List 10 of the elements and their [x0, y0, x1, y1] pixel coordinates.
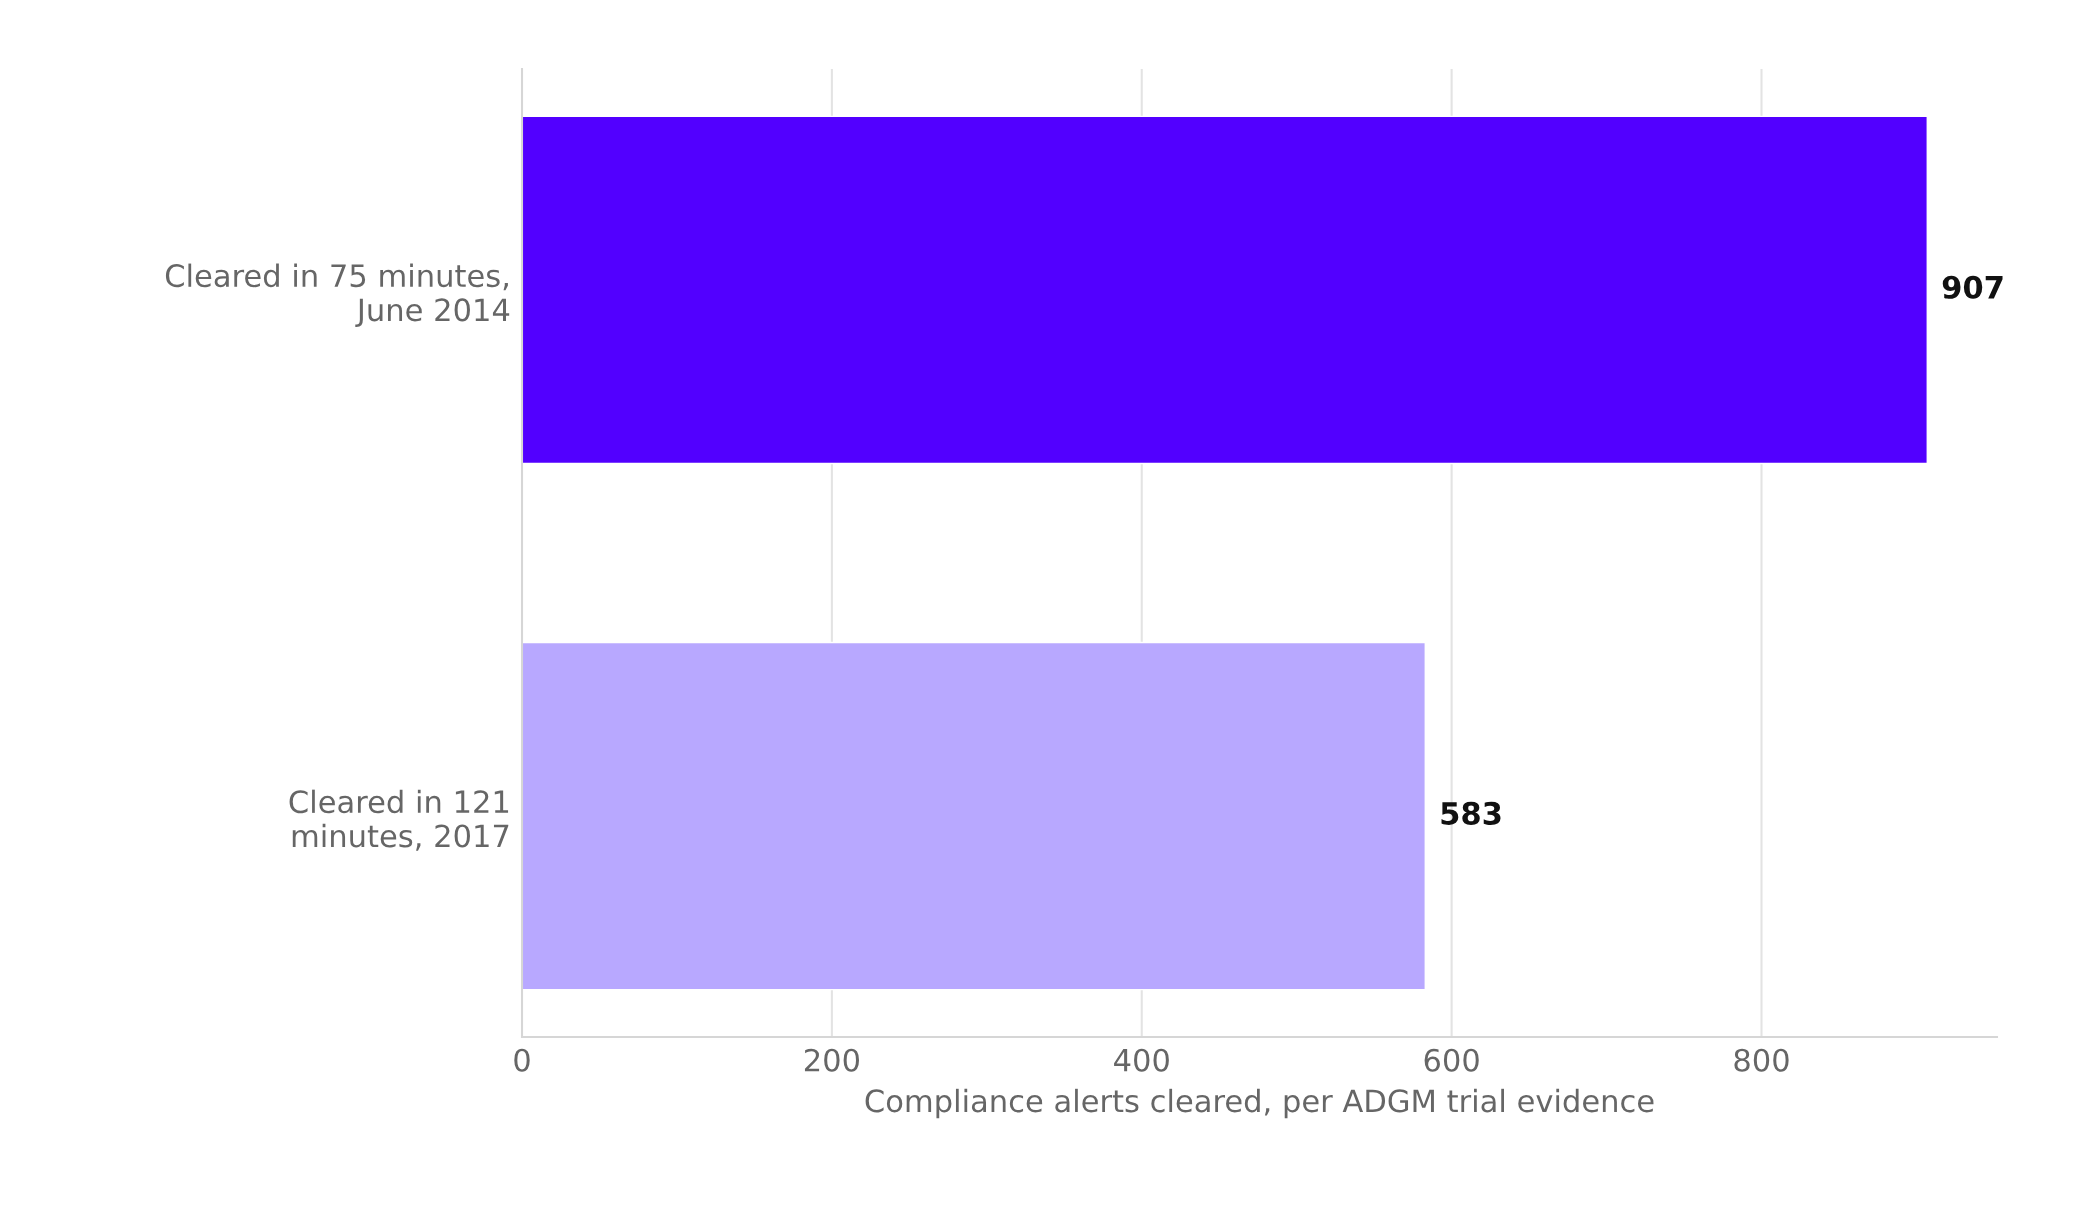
x-tick-label: 600 — [1424, 1048, 1479, 1072]
data-label: 907 — [1942, 275, 2003, 299]
x-tick-label: 200 — [804, 1048, 860, 1072]
x-axis-title: Compliance alerts cleared, per ADGM trial evidence — [865, 1088, 1654, 1119]
y-tick-label: Cleared in 121 minutes, 2017 — [289, 789, 509, 851]
y-tick-label: Cleared in 75 minutes, June 2014 — [165, 263, 510, 328]
x-tick-label: 800 — [1734, 1048, 1789, 1072]
x-tick-label: 0 — [514, 1048, 530, 1072]
x-tick-label: 400 — [1114, 1048, 1169, 1072]
data-label: 583 — [1441, 801, 1501, 825]
